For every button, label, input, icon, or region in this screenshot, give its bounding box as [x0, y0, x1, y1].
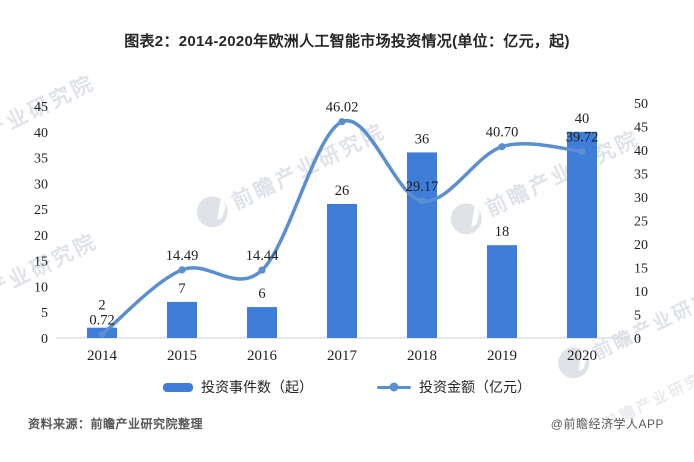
right-axis-tick-label: 0: [634, 332, 641, 347]
line-point: [498, 143, 506, 151]
category-label: 2018: [407, 348, 437, 364]
right-axis-tick-label: 45: [634, 121, 648, 136]
bar-value-label: 26: [335, 183, 350, 199]
right-axis-tick-label: 15: [634, 262, 648, 277]
legend-label: 投资事件数（起）: [201, 379, 313, 395]
line-value-label: 14.49: [166, 248, 199, 264]
category-label: 2015: [167, 348, 197, 364]
category-label: 2019: [487, 348, 517, 364]
right-axis-tick-label: 25: [634, 215, 648, 230]
category-label: 2016: [247, 348, 278, 364]
page-title: 图表2：2014-2020年欧洲人工智能市场投资情况(单位：亿元，起): [124, 33, 570, 50]
left-axis-tick-label: 35: [34, 152, 48, 167]
line-value-label: 46.02: [326, 100, 359, 116]
bar: [167, 301, 197, 338]
footer: 资料来源：前瞻产业研究院整理 @前瞻经济学人APP: [28, 415, 664, 432]
bar-value-label: 18: [495, 224, 510, 240]
bar-value-label: 2: [98, 298, 105, 314]
line-marker-icon: [389, 382, 399, 392]
left-axis-tick-label: 20: [34, 229, 48, 244]
line-point: [418, 197, 426, 205]
right-axis-tick-label: 40: [634, 144, 648, 159]
category-label: 2020: [567, 348, 597, 364]
right-axis-tick-label: 30: [634, 191, 648, 206]
legend-item-line-series: 投资金额（亿元）: [377, 377, 531, 397]
line-value-label: 0.72: [89, 313, 114, 329]
left-axis-tick-label: 0: [41, 332, 48, 347]
bar: [247, 307, 277, 338]
attribution: @前瞻经济学人APP: [550, 417, 664, 431]
category-label: 2014: [87, 348, 118, 364]
chart-svg: 0 5 10 15 20 25 30 35 40 45 0 5 10 15 20 25 30 35 40 45 50 2 7…: [34, 97, 648, 364]
bar-swatch-icon: [163, 382, 193, 392]
line-value-label: 39.72: [566, 129, 599, 145]
left-axis-tick-label: 40: [34, 126, 48, 141]
bar: [327, 203, 357, 338]
right-axis-tick-label: 50: [634, 97, 648, 112]
left-axis-tick-label: 45: [34, 100, 48, 115]
line-point: [98, 331, 106, 339]
left-axis-tick-label: 5: [41, 306, 48, 321]
line-point: [178, 266, 186, 274]
bar-value-label: 7: [178, 281, 185, 297]
line-value-label: 29.17: [406, 179, 439, 195]
legend-item-bar-series: 投资事件数（起）: [163, 377, 313, 397]
left-axis-tick-label: 10: [34, 280, 48, 295]
chart-legend: 投资事件数（起） 投资金额（亿元）: [0, 377, 694, 397]
line-value-label: 40.70: [486, 125, 519, 141]
line-point: [258, 266, 266, 274]
bar-value-label: 36: [415, 131, 430, 147]
bar: [407, 152, 437, 338]
right-axis-tick-label: 10: [634, 285, 648, 300]
line-value-label: 14.44: [246, 248, 279, 264]
bar-value-label: 40: [575, 111, 590, 127]
line-point: [578, 147, 586, 155]
line-point: [338, 118, 346, 126]
legend-label: 投资金额（亿元）: [419, 379, 531, 395]
source-note: 资料来源：前瞻产业研究院整理: [28, 417, 204, 431]
bar-value-label: 6: [258, 286, 265, 302]
right-axis-tick-label: 5: [634, 309, 641, 324]
bar: [487, 245, 517, 338]
category-label: 2017: [327, 348, 358, 364]
right-axis-tick-label: 35: [634, 168, 648, 183]
bar: [567, 131, 597, 338]
left-axis-tick-label: 15: [34, 255, 48, 270]
left-axis-tick-label: 30: [34, 177, 48, 192]
left-axis-tick-label: 25: [34, 203, 48, 218]
right-axis-tick-label: 20: [634, 238, 648, 253]
line-swatch-icon: [377, 382, 411, 392]
